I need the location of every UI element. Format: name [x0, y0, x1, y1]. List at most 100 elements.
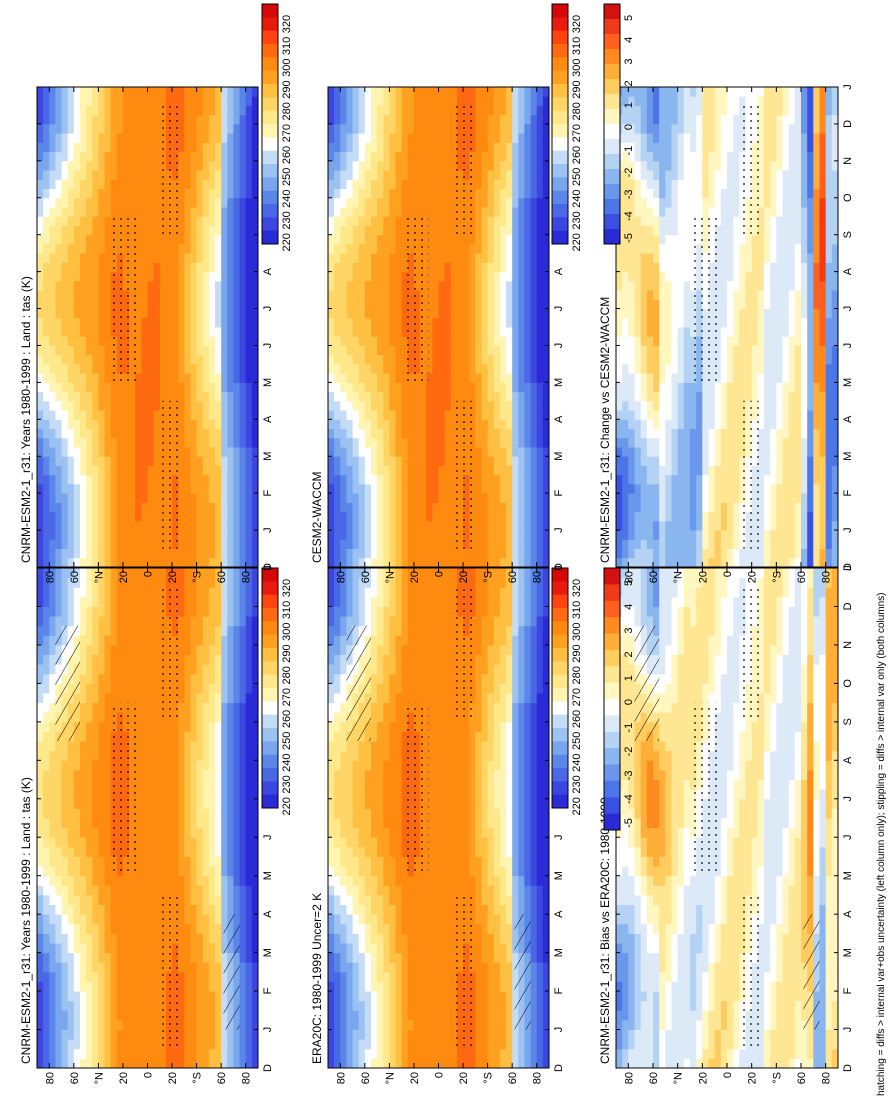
heatmap-cell: [215, 539, 222, 549]
heatmap-cell: [227, 818, 234, 829]
heatmap-cell: [383, 596, 390, 607]
heatmap-cell: [245, 625, 253, 636]
heatmap-cell: [37, 923, 44, 934]
heatmap-cell: [395, 952, 403, 963]
heatmap-cell: [251, 354, 259, 365]
heatmap-cell: [86, 327, 93, 337]
heatmap-cell: [251, 160, 259, 171]
heatmap-cell: [135, 577, 142, 588]
heatmap-cell: [110, 197, 118, 208]
heatmap-cell: [221, 1039, 228, 1050]
heatmap-cell: [98, 253, 105, 263]
heatmap-cell: [426, 760, 433, 771]
heatmap-cell: [61, 904, 69, 915]
heatmap-cell: [245, 530, 253, 540]
heatmap-cell: [104, 1019, 112, 1030]
heatmap-cell: [135, 114, 142, 125]
heatmap-cell: [251, 188, 259, 199]
heatmap-cell: [110, 87, 118, 97]
heatmap-cell: [73, 798, 81, 809]
heatmap-cell: [92, 933, 99, 944]
heatmap-cell: [165, 290, 173, 300]
heatmap-cell: [251, 827, 259, 838]
heatmap-cell: [383, 606, 390, 617]
heatmap-cell: [245, 1029, 253, 1040]
heatmap-cell: [80, 87, 87, 97]
heatmap-cell: [328, 644, 335, 655]
heatmap-cell: [364, 837, 372, 848]
heatmap-cell: [208, 712, 216, 723]
heatmap-cell: [208, 856, 216, 867]
heatmap-cell: [251, 96, 259, 106]
heatmap-cell: [49, 548, 56, 559]
heatmap-cell: [61, 382, 69, 393]
heatmap-cell: [153, 779, 161, 790]
heatmap-cell: [328, 827, 335, 838]
heatmap-cell: [184, 234, 191, 245]
heatmap-cell: [426, 731, 433, 742]
heatmap-cell: [420, 683, 427, 694]
heatmap-cell: [129, 428, 136, 439]
heatmap-cell: [251, 1048, 259, 1059]
heatmap-cell: [122, 207, 130, 217]
heatmap-cell: [432, 952, 439, 963]
heatmap-cell: [55, 234, 62, 245]
heatmap-cell: [86, 530, 93, 540]
heatmap-cell: [86, 410, 93, 420]
heatmap-cell: [80, 308, 87, 319]
heatmap-cell: [377, 587, 384, 598]
heatmap-cell: [147, 923, 155, 934]
heatmap-cell: [49, 894, 56, 905]
heatmap-cell: [110, 502, 118, 513]
heatmap-cell: [215, 683, 222, 694]
heatmap-cell: [98, 779, 105, 790]
heatmap-cell: [245, 225, 253, 236]
heatmap-cell: [159, 568, 167, 579]
colorbar-swatch: [262, 674, 278, 689]
heatmap-cell: [208, 456, 216, 466]
heatmap-cell: [73, 511, 81, 522]
heatmap-cell: [239, 317, 247, 328]
heatmap-cell: [328, 875, 335, 886]
heatmap-cell: [147, 779, 155, 790]
heatmap-cell: [221, 875, 228, 886]
heatmap-cell: [92, 243, 99, 254]
heatmap-cell: [245, 253, 253, 263]
heatmap-cell: [251, 345, 259, 356]
heatmap-cell: [438, 933, 446, 944]
heatmap-cell: [61, 456, 69, 466]
heatmap-cell: [104, 971, 112, 982]
heatmap-cell: [172, 87, 179, 97]
heatmap-cell: [239, 837, 247, 848]
heatmap-cell: [438, 577, 446, 588]
heatmap-cell: [49, 345, 56, 356]
heatmap-cell: [196, 1019, 204, 1030]
heatmap-cell: [37, 798, 44, 809]
heatmap-cell: [208, 789, 216, 800]
heatmap-cell: [245, 502, 253, 513]
heatmap-cell: [196, 308, 204, 319]
heatmap-cell: [135, 299, 142, 309]
heatmap-cell: [245, 151, 253, 162]
heatmap-cell: [141, 664, 148, 675]
heatmap-cell: [251, 991, 259, 1002]
heatmap-cell: [49, 673, 56, 684]
heatmap-cell: [389, 971, 396, 982]
heatmap-cell: [215, 243, 222, 254]
heatmap-cell: [67, 400, 75, 411]
heatmap-cell: [208, 87, 216, 97]
heatmap-cell: [389, 837, 396, 848]
heatmap-cell: [377, 971, 384, 982]
heatmap-cell: [221, 428, 228, 439]
heatmap-cell: [37, 644, 44, 655]
heatmap-cell: [67, 354, 75, 365]
heatmap-cell: [202, 933, 210, 944]
heatmap-cell: [153, 530, 161, 540]
heatmap-cell: [184, 493, 191, 503]
heatmap-cell: [328, 962, 335, 973]
heatmap-cell: [233, 373, 240, 383]
heatmap-cell: [221, 635, 228, 646]
heatmap-cell: [153, 981, 161, 992]
heatmap-cell: [389, 664, 396, 675]
